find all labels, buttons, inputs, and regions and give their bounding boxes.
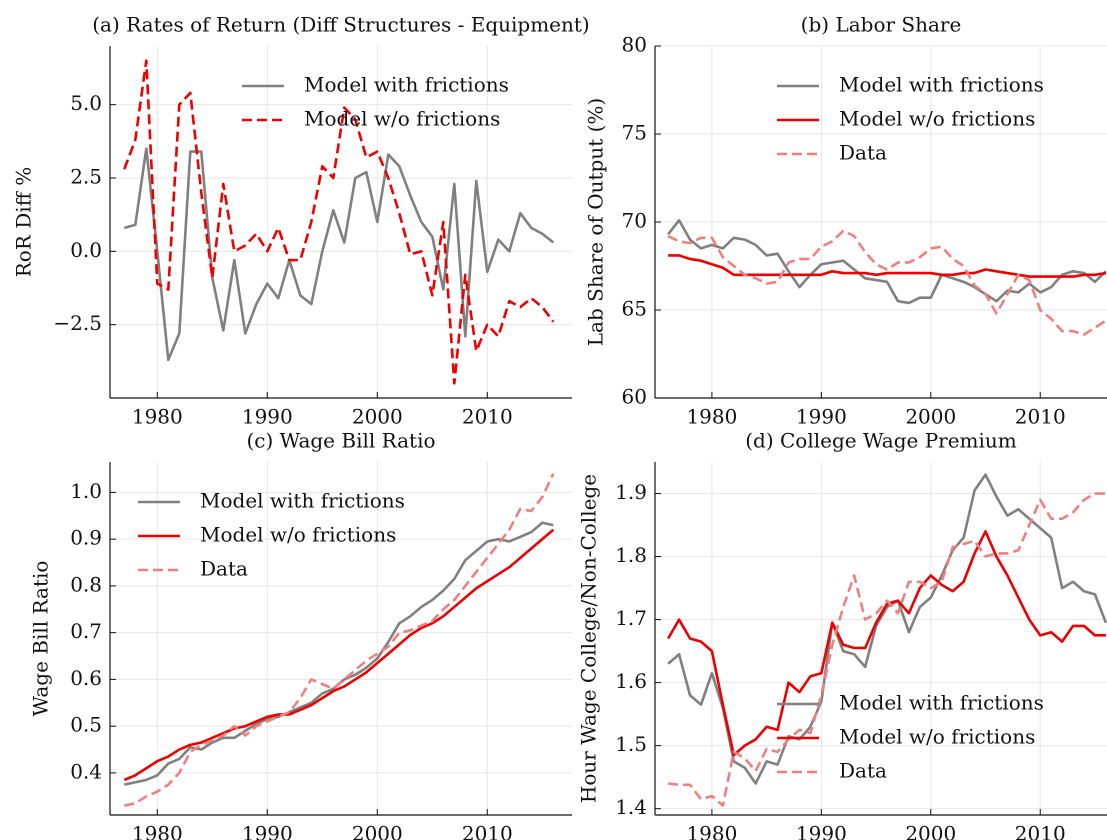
y-tick-label: 1.4 — [615, 795, 647, 819]
y-tick-label: 70 — [622, 209, 647, 233]
y-tick-label: 1.5 — [615, 732, 647, 756]
y-tick-label: 0.0 — [70, 238, 102, 262]
legend-label: Model with frictions — [839, 691, 1044, 715]
x-tick-label: 2010 — [1015, 822, 1066, 840]
series-line — [668, 254, 1107, 278]
y-tick-label: 5.0 — [70, 91, 102, 115]
series-line — [667, 473, 1107, 785]
legend-label: Data — [200, 557, 248, 581]
y-tick-label: 0.5 — [70, 713, 102, 737]
y-axis-label: Wage Bill Ratio — [29, 561, 53, 717]
y-tick-label: 1.7 — [615, 606, 647, 630]
x-tick-label: 1980 — [132, 405, 183, 429]
y-tick-label: 1.8 — [615, 543, 647, 567]
x-tick-label: 1990 — [242, 405, 293, 429]
y-tick-label: −2.5 — [53, 311, 102, 335]
series-line — [667, 530, 1106, 757]
legend-label: Model with frictions — [304, 73, 509, 97]
y-axis-label: Lab Share of Output (%) — [584, 98, 608, 346]
x-tick-label: 2000 — [905, 405, 956, 429]
series-line — [123, 528, 555, 782]
x-tick-label: 2010 — [462, 405, 513, 429]
y-tick-label: 65 — [622, 297, 647, 321]
y-tick-label: 0.8 — [70, 572, 102, 596]
legend-label: Model w/o frictions — [304, 107, 500, 131]
y-tick-label: 1.0 — [70, 479, 102, 503]
legend-label: Data — [839, 759, 887, 783]
legend-label: Model with frictions — [839, 73, 1044, 97]
y-tick-label: 0.9 — [70, 526, 102, 550]
y-tick-label: 80 — [622, 33, 647, 57]
y-axis-label: RoR Diff % — [12, 167, 36, 278]
x-tick-label: 2000 — [352, 405, 403, 429]
legend-label: Model with frictions — [200, 489, 405, 513]
y-tick-label: 60 — [622, 385, 647, 409]
series-line — [667, 492, 1106, 807]
y-tick-label: 0.7 — [70, 619, 102, 643]
y-tick-label: 1.6 — [615, 669, 647, 693]
panel-title: (a) Rates of Return (Diff Structures - E… — [92, 13, 589, 37]
series-line — [124, 473, 555, 807]
legend-label: Model w/o frictions — [839, 107, 1035, 131]
panel: (b) Labor Share Lab Share of Output (%) 60… — [584, 13, 1107, 429]
legend-label: Data — [839, 141, 887, 165]
panel-title: (b) Labor Share — [801, 13, 962, 37]
y-tick-label: 0.6 — [70, 666, 102, 690]
y-tick-label: 0.4 — [70, 759, 102, 783]
panel-title: (d) College Wage Premium — [745, 429, 1017, 453]
x-tick-label: 1990 — [796, 822, 847, 840]
x-tick-label: 2010 — [1015, 405, 1066, 429]
x-tick-label: 1990 — [242, 822, 293, 840]
y-tick-label: 1.9 — [615, 480, 647, 504]
x-tick-label: 2000 — [352, 822, 403, 840]
panel: (d) College Wage Premium Hour Wage Colleg… — [577, 429, 1107, 840]
x-tick-label: 1990 — [796, 405, 847, 429]
x-tick-label: 1980 — [686, 822, 737, 840]
y-tick-label: 2.5 — [70, 165, 102, 189]
legend-label: Model w/o frictions — [200, 523, 396, 547]
x-tick-label: 1980 — [132, 822, 183, 840]
panel: (c) Wage Bill Ratio Wage Bill Ratio 0.4 0.5… — [29, 429, 572, 840]
x-tick-label: 1980 — [686, 405, 737, 429]
legend-label: Model w/o frictions — [839, 725, 1035, 749]
panel: (a) Rates of Return (Diff Structures - E… — [12, 13, 590, 429]
series-line — [667, 229, 1107, 336]
y-axis-label: Hour Wage College/Non-College — [577, 474, 601, 803]
panel-title: (c) Wage Bill Ratio — [246, 429, 435, 453]
series-line — [123, 147, 555, 362]
series-line — [667, 218, 1107, 305]
x-tick-label: 2000 — [905, 822, 956, 840]
x-tick-label: 2010 — [462, 822, 513, 840]
y-tick-label: 75 — [622, 121, 647, 145]
